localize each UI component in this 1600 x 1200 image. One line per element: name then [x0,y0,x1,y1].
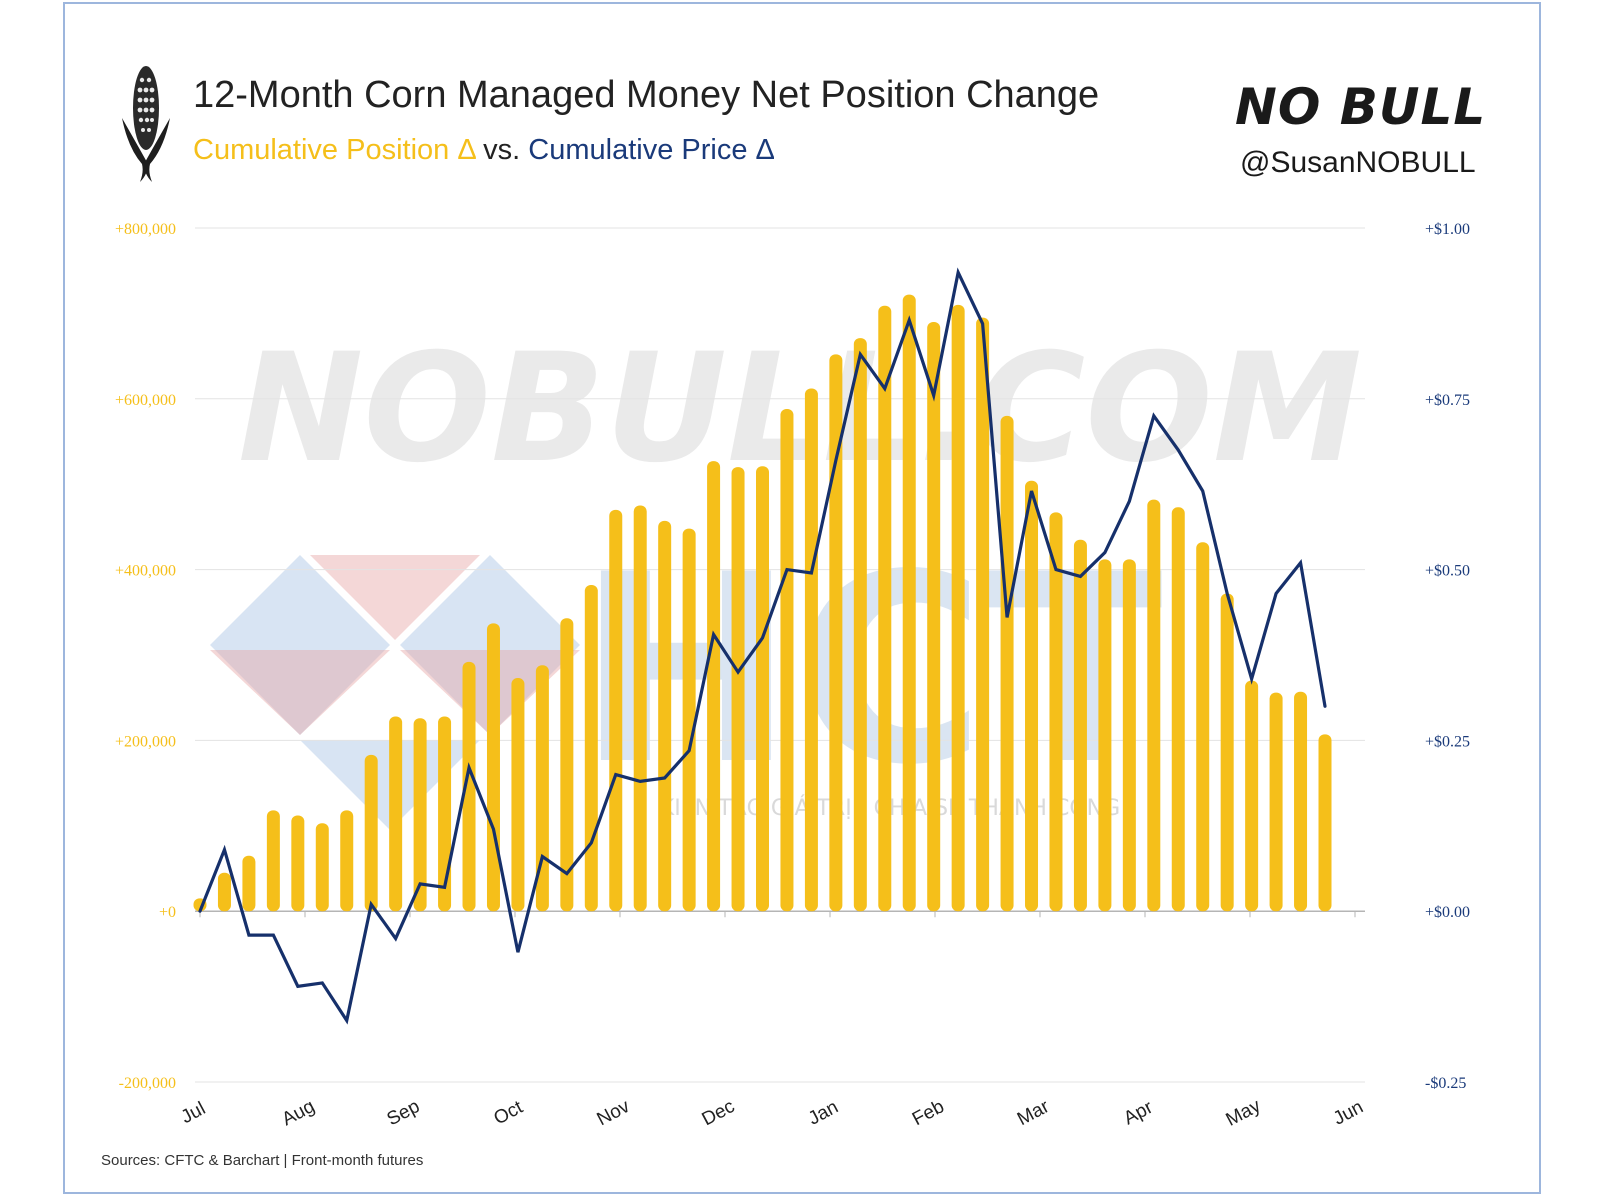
watermark-logo-shape [210,555,390,735]
position-bar [1049,512,1063,912]
position-bar [1294,691,1308,912]
x-axis-tick-label: Dec [699,1096,739,1130]
position-bar [633,505,647,912]
x-axis-tick-label: Feb [909,1096,948,1130]
position-bar [1269,692,1283,912]
x-axis-tick-label: Mar [1014,1096,1053,1130]
position-bar [829,354,843,912]
watermark-layer: NOBULL.COM HCT KIẾN TẠO GIÁ TRỊ - CHIA S… [210,322,1362,830]
position-bar [731,467,745,912]
position-bar [242,855,256,912]
price-line [198,267,1327,1025]
position-bar [266,810,280,912]
position-bar [853,338,867,912]
chart-title: 12-Month Corn Managed Money Net Position… [193,74,1100,116]
right-axis-tick-label: +$0.50 [1425,563,1470,580]
watermark-logo-shape [210,650,390,735]
x-axis-tick-label: Oct [490,1097,527,1130]
right-axis-tick-label: +$0.75 [1425,392,1470,409]
bar-layer [193,294,1332,912]
position-bar [951,304,965,912]
corn-icon [122,66,170,182]
position-bar [291,815,305,912]
position-bar [1098,559,1112,912]
position-bar [535,665,549,912]
position-bar [878,305,892,912]
left-axis-tick-label: +800,000 [115,221,176,238]
position-bar [438,716,452,912]
left-axis-tick-label: +400,000 [115,563,176,580]
position-bar [1318,734,1332,912]
position-bar [1171,507,1185,912]
x-axis-tick-label: Sep [384,1096,424,1130]
position-bar [1147,499,1161,912]
position-bar [486,623,500,912]
position-bar [804,388,818,912]
watermark-logo-text: HCT [577,520,1164,822]
brand-handle: @SusanNOBULL [1240,146,1476,179]
left-axis-tick-label: +600,000 [115,392,176,409]
position-bar [682,528,696,912]
right-axis-tick-label: -$0.25 [1425,1075,1466,1092]
left-axis-tick-label: +0 [159,904,176,921]
brand-text: NO BULL [1235,78,1487,136]
position-bar [1122,559,1136,912]
position-bar [364,754,378,912]
position-bar [658,520,672,912]
watermark-logo-shape [310,555,480,640]
subtitle-position: Cumulative Position Δ [193,134,476,166]
position-bar [609,509,623,912]
grid-layer [195,227,1365,1083]
position-bar [1220,593,1234,912]
position-bar [902,294,916,912]
position-bar [389,716,403,912]
watermark-site: NOBULL.COM [238,322,1362,496]
subtitle-vs: vs. [475,134,529,166]
position-bar [707,461,721,912]
position-bar [756,466,769,912]
position-bar [462,661,476,912]
line-layer [198,267,1327,1025]
x-axis-tick-label: May [1223,1095,1265,1131]
chart-subtitle: Cumulative Position Δ vs. Cumulative Pri… [193,134,775,167]
x-axis-tick-label: Jan [805,1097,842,1130]
position-bar [1073,539,1087,912]
position-bar [1245,680,1259,912]
x-axis-tick-label: Aug [279,1096,319,1130]
right-axis-tick-label: +$1.00 [1425,221,1470,238]
left-axis-tick-label: -200,000 [119,1075,176,1092]
x-axis-tick-label: Apr [1120,1097,1157,1130]
position-bar [1025,480,1039,912]
x-axis-tick-label: Jun [1330,1097,1367,1130]
position-bar [315,823,329,912]
position-bar [1196,542,1210,912]
x-axis-tick-label: Nov [594,1096,634,1131]
position-bar [511,678,525,912]
subtitle-price: Cumulative Price Δ [528,134,775,166]
source-note: Sources: CFTC & Barchart | Front-month f… [101,1152,424,1169]
position-bar [1000,415,1014,912]
position-bar [976,317,990,912]
position-bar [927,321,941,912]
right-axis-tick-label: +$0.25 [1425,733,1470,750]
chart-frame [63,2,1541,1194]
position-bar [780,409,794,912]
position-bar [560,618,574,912]
left-axis-tick-label: +200,000 [115,733,176,750]
position-bar [340,810,354,912]
position-bar [217,872,231,912]
position-bar [584,584,598,912]
brand-logo: NO BULL [1235,78,1486,136]
right-axis-tick-label: +$0.00 [1425,904,1470,921]
x-axis-tick-label: Jul [178,1098,209,1128]
position-bar [413,718,427,912]
